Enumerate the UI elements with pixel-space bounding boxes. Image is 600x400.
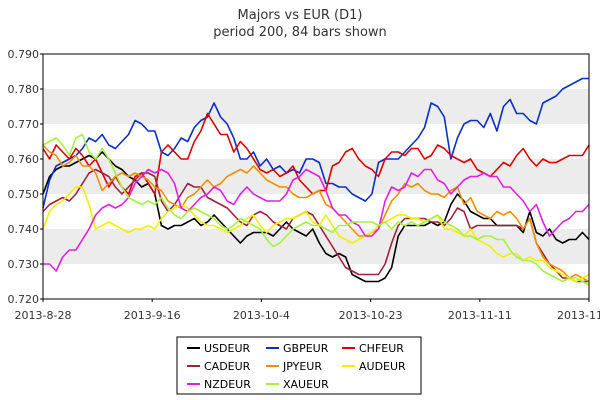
chart-title: Majors vs EUR (D1) (238, 8, 363, 23)
x-tick-label: 2013-10-23 (339, 309, 403, 322)
series-line-nzdeur (43, 168, 590, 272)
y-axis-ticks: 0.790 0.780 0.770 0.760 0.750 0.740 0.730 0.720 (8, 48, 43, 306)
y-tick-label: 0.720 (8, 293, 40, 306)
x-tick-label: 2013-10-4 (233, 309, 290, 322)
legend-label-xaueur: XAUEUR (283, 378, 329, 391)
legend-label-jpyeur: JPYEUR (282, 360, 322, 373)
y-tick-label: 0.780 (8, 83, 40, 96)
series-line-gbpeur (42, 77, 589, 209)
series-line-jpyeur (42, 144, 590, 283)
legend: USDEUR GBPEUR CHFEUR CADEUR JPYEUR AUDEUR NZDE… (176, 336, 422, 395)
x-tick-label: 2013-11-11 (448, 309, 512, 322)
legend-label-gbpeur: GBPEUR (283, 342, 329, 355)
series-line-xaueur (42, 133, 590, 286)
plot-frame (42, 53, 590, 300)
grid-band (43, 89, 589, 124)
x-tick-label: 2013-8-28 (15, 309, 72, 322)
legend-box (176, 336, 422, 395)
series-lines (42, 77, 590, 286)
series-line-audeur (42, 186, 590, 283)
x-tick-label: 2013-11-29 (557, 309, 600, 322)
legend-label-cadeur: CADEUR (204, 360, 251, 373)
y-tick-label: 0.790 (8, 48, 40, 61)
x-tick-label: 2013-9-16 (124, 309, 181, 322)
series-line-cadeur (42, 168, 589, 283)
legend-label-chfeur: CHFEUR (359, 342, 404, 355)
y-tick-label: 0.750 (8, 188, 40, 201)
legend-label-nzdeur: NZDEUR (204, 378, 251, 391)
x-axis-ticks: 2013-8-28 2013-9-16 2013-10-4 2013-10-23 201… (15, 299, 600, 322)
legend-label-audeur: AUDEUR (359, 360, 406, 373)
legend-label-usdeur: USDEUR (204, 342, 251, 355)
y-tick-label: 0.730 (8, 258, 40, 271)
chart-subtitle: period 200, 84 bars shown (213, 25, 387, 40)
y-tick-label: 0.760 (8, 153, 40, 166)
grid-band (43, 159, 589, 194)
y-tick-label: 0.740 (8, 223, 40, 236)
y-tick-label: 0.770 (8, 118, 40, 131)
